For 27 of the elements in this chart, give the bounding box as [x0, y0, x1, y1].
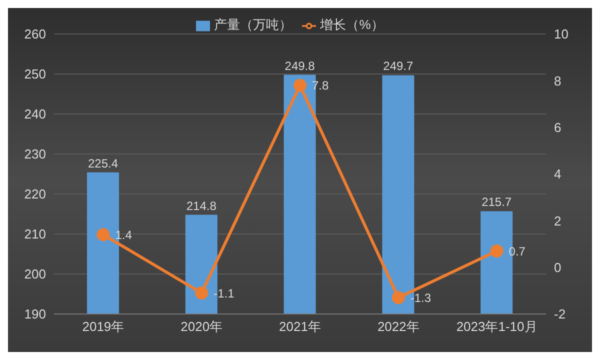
- y2-tick-label: -2: [554, 306, 566, 322]
- data-label: 249.8: [284, 58, 316, 73]
- x-tick-label: 2019年: [82, 319, 124, 334]
- x-tick-label: 2020年: [180, 319, 223, 334]
- data-label: 215.7: [482, 195, 512, 210]
- y-tick-label: 250: [24, 66, 46, 82]
- y-tick-label: 230: [24, 146, 46, 162]
- data-label: 249.7: [383, 59, 414, 74]
- y2-tick-label: 8: [554, 73, 562, 88]
- y-tick-label: 220: [24, 186, 46, 202]
- y-tick-label: 200: [24, 266, 46, 282]
- y-tick-label: 190: [24, 306, 46, 322]
- data-label: 225.4: [88, 156, 118, 170]
- legend-label: 产量（万吨）: [214, 17, 292, 32]
- x-tick-label: 2023年1-10月: [456, 319, 538, 334]
- y-tick-label: 240: [24, 106, 46, 122]
- y2-tick-label: 0: [554, 260, 562, 275]
- y-tick-label: 260: [24, 26, 46, 42]
- x-tick-label: 2021年: [279, 319, 321, 334]
- y2-tick-label: 10: [554, 26, 568, 42]
- y2-tick-label: 6: [554, 120, 562, 135]
- legend-label: 增长（%）: [320, 17, 384, 32]
- data-label: 214.8: [186, 198, 217, 213]
- y2-tick-label: 4: [554, 166, 562, 182]
- x-tick-label: 2022年: [377, 319, 420, 334]
- y-tick-label: 210: [24, 226, 46, 242]
- y2-tick-label: 2: [554, 213, 562, 228]
